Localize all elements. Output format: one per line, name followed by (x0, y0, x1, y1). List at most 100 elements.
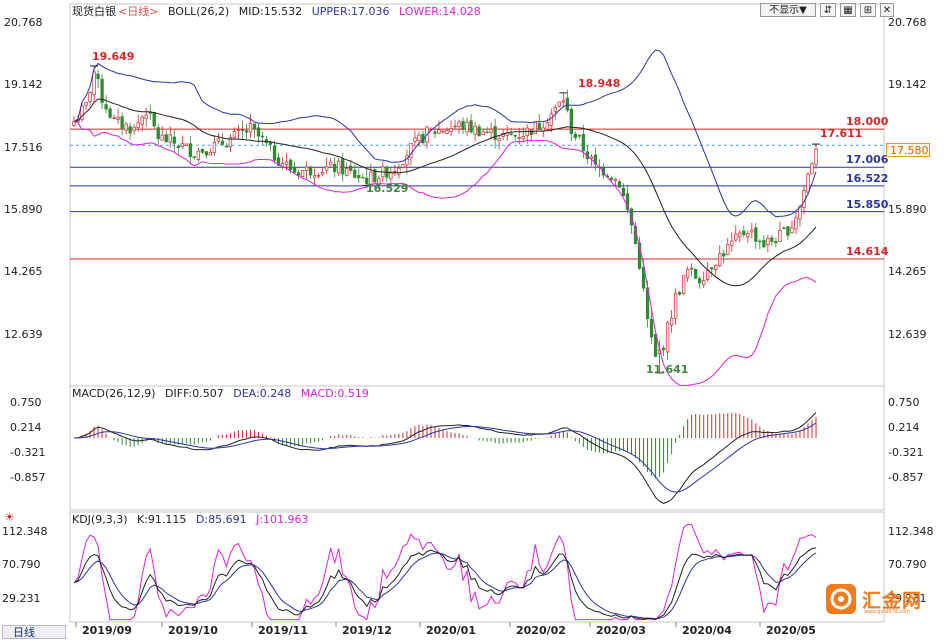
candle-body (661, 347, 666, 351)
candle-body (192, 156, 196, 158)
candle-body (758, 240, 762, 243)
candle-body (465, 121, 469, 133)
price-tick-left: 17.516 (4, 140, 43, 154)
candle-body (754, 227, 758, 242)
candle-body (228, 137, 233, 148)
candle-body (722, 253, 726, 257)
candle-body (80, 105, 84, 120)
candle-body (461, 121, 465, 130)
candle-body (112, 117, 116, 119)
candle-body (453, 125, 457, 128)
price-tick-left: 12.639 (4, 327, 43, 341)
price-tick-left: 15.890 (4, 203, 43, 217)
candle-body (276, 157, 281, 166)
candle-body (497, 138, 501, 142)
kdj-k: K:91.115 (137, 513, 187, 526)
candle-body (569, 108, 573, 134)
candle-body (409, 142, 413, 159)
candle-body (184, 143, 188, 147)
kdj-label[interactable]: KDJ(9,3,3) (72, 513, 128, 526)
price-pane-frame (69, 3, 885, 387)
boll-lower: LOWER:14.028 (398, 5, 481, 18)
price-annotation: 17.611 (820, 127, 863, 140)
candle-body (393, 170, 397, 173)
candle-body (557, 101, 561, 107)
candle-body (260, 135, 265, 138)
boll-upper: UPPER:17.036 (311, 5, 390, 18)
macd-pane-frame (69, 385, 885, 511)
candle-body (437, 129, 441, 134)
macd-tick-left: 0.214 (10, 421, 42, 434)
x-axis-label: 2020/01 (426, 624, 476, 637)
candle-body (449, 128, 453, 132)
x-axis-label: 2020/05 (766, 624, 816, 637)
candle-body (734, 233, 738, 241)
candle-body (100, 78, 104, 104)
candle-body (537, 123, 541, 130)
candle-body (718, 253, 722, 267)
candle-body (710, 267, 714, 270)
candle-body (649, 318, 654, 338)
macd-tick-left: 0.750 (10, 396, 42, 409)
candle-body (108, 108, 112, 118)
candle-body (405, 155, 409, 166)
candle-body (160, 134, 164, 141)
candle-body (357, 175, 361, 179)
candle-body (549, 113, 553, 126)
price-tick-left: 20.768 (4, 16, 43, 30)
candle-body (401, 164, 405, 168)
candle-body (545, 122, 549, 130)
macd-dea-line (74, 422, 817, 493)
candle-body (433, 131, 437, 134)
macd-diff: DIFF:0.507 (165, 387, 224, 400)
candle-body (148, 112, 152, 114)
close-icon[interactable]: ✕ (880, 3, 894, 17)
macd-label[interactable]: MACD(26,12,9) (72, 387, 156, 400)
candle-body (621, 187, 626, 197)
candle-body (252, 123, 257, 129)
candle-body (248, 123, 253, 133)
add-panel-icon[interactable]: ⊞ (860, 3, 876, 17)
kdj-j-line (73, 523, 817, 621)
hline-label: 15.850 (846, 197, 889, 211)
candle-body (288, 159, 293, 171)
candle-body (533, 121, 537, 135)
macd-tick-right: 0.214 (888, 421, 920, 434)
candle-body (469, 120, 473, 133)
candle-body (208, 151, 213, 156)
candle-body (529, 129, 533, 135)
candle-body (128, 126, 132, 134)
grid-layout-icon[interactable]: ▦ (840, 3, 856, 17)
restore-icon[interactable]: ⇵ (820, 3, 836, 17)
period-indicator[interactable]: <日线> (118, 5, 159, 18)
price-annotation: 19.649 (92, 50, 135, 63)
candle-body (625, 193, 630, 210)
candle-body (577, 134, 582, 137)
candle-body (136, 122, 140, 128)
boll-label[interactable]: BOLL(26,2) (167, 5, 230, 18)
hide-indicator-button[interactable]: 不显示▼ (760, 3, 816, 17)
candle-body (321, 172, 325, 175)
candle-body (457, 121, 461, 127)
macd-tick-right: 0.750 (888, 396, 920, 409)
price-annotation: 16.529 (366, 182, 409, 195)
candle-body (794, 217, 798, 230)
x-axis-label: 2020/03 (596, 624, 646, 637)
candle-body (104, 104, 108, 110)
macd-header: MACD(26,12,9) DIFF:0.507 DEA:0.248 MACD:… (72, 387, 375, 400)
current-price-tag: 17.580 (886, 143, 930, 157)
period-tab-daily[interactable]: 日线 (2, 625, 66, 639)
candle-body (220, 140, 225, 145)
candle-body (312, 175, 317, 178)
candle-body (300, 170, 305, 177)
candle-body (212, 141, 217, 153)
candle-body (417, 134, 421, 141)
candle-body (746, 233, 750, 238)
candle-body (304, 166, 309, 172)
candle-body (481, 131, 485, 135)
settings-icon[interactable]: ☀ (4, 510, 15, 524)
candle-body (750, 229, 754, 233)
candle-body (677, 292, 682, 295)
price-annotation: 18.948 (578, 77, 621, 90)
